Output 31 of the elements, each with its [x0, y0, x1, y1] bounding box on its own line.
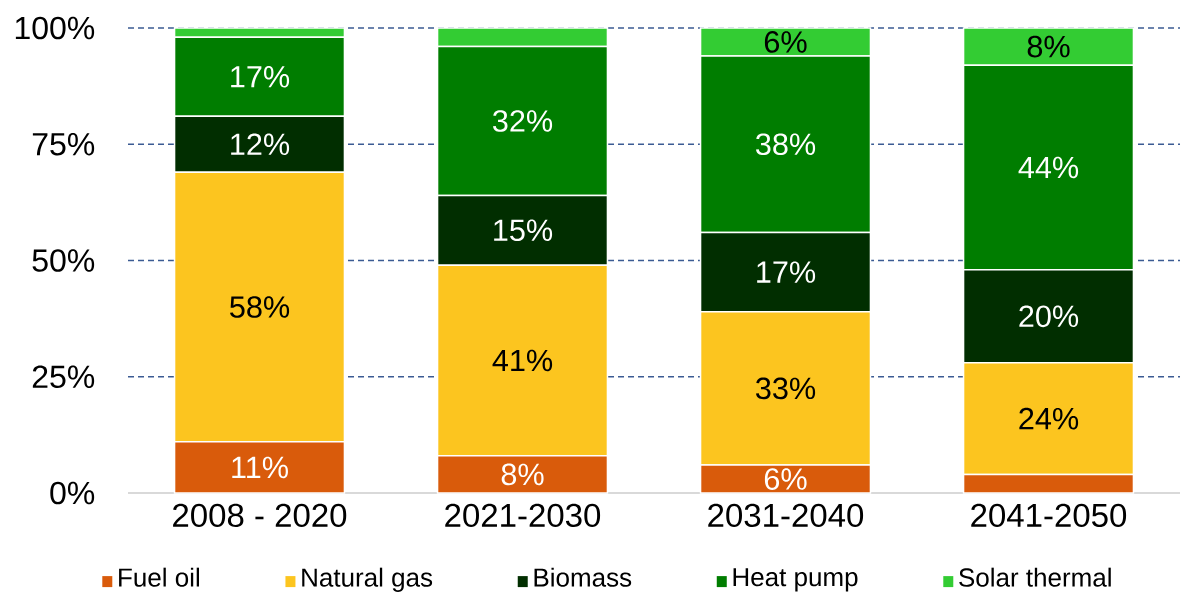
- x-tick-label: 2031-2040: [708, 503, 864, 528]
- x-tick-label: 2008 - 2020: [173, 503, 347, 528]
- legend-label: Solar thermal: [959, 567, 1111, 587]
- data-label: 41%: [492, 349, 553, 372]
- data-label: 17%: [231, 66, 290, 88]
- legend-label: Heat pump: [733, 568, 858, 592]
- x-tick-label: 2041-2050: [971, 503, 1127, 528]
- x-tick-label: 2021-2030: [445, 503, 601, 528]
- y-tick-label: 50%: [32, 249, 95, 272]
- legend-label: Biomass: [534, 567, 632, 587]
- y-tick-label: 75%: [32, 132, 95, 156]
- y-tick-label: 25%: [32, 365, 95, 389]
- data-label: 58%: [230, 296, 290, 318]
- data-label: 24%: [1019, 407, 1079, 430]
- data-label: 11%: [232, 456, 288, 479]
- data-label: 32%: [492, 110, 553, 132]
- data-label: 33%: [755, 377, 816, 400]
- data-label: 12%: [231, 133, 290, 156]
- data-label: 15%: [494, 219, 553, 242]
- data-label: 38%: [755, 133, 816, 156]
- data-label: 6%: [764, 31, 807, 53]
- y-tick-label: 100%: [15, 16, 95, 40]
- data-label: 6%: [764, 468, 807, 490]
- data-label: 17%: [757, 261, 816, 283]
- data-label: 20%: [1019, 305, 1079, 328]
- data-label: 8%: [1027, 35, 1070, 58]
- y-tick-label: 0%: [50, 481, 95, 505]
- legend-label: Natural gas: [302, 567, 433, 592]
- data-label: 44%: [1018, 156, 1079, 179]
- data-label: 8%: [501, 463, 544, 486]
- legend-label: Fuel oil: [119, 567, 199, 587]
